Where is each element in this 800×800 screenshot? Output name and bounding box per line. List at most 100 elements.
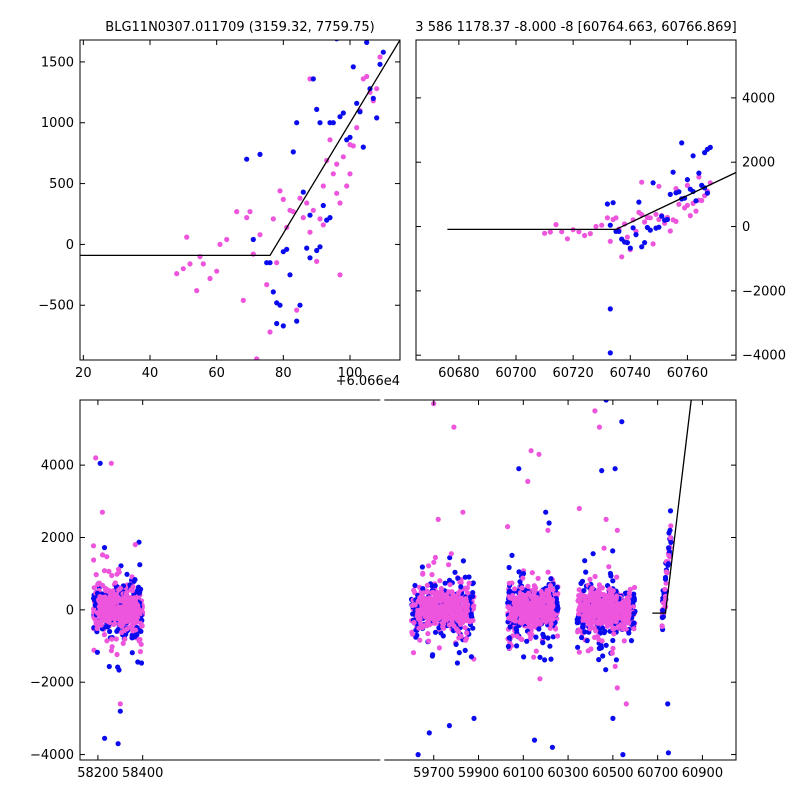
data-point-magenta (106, 568, 112, 575)
data-point-magenta (533, 648, 539, 654)
data-point-magenta (609, 596, 616, 602)
x-tick-label: 60740 (610, 366, 651, 381)
data-point-blue (453, 641, 459, 648)
data-point-magenta (528, 448, 534, 454)
data-point-magenta (317, 216, 323, 222)
data-point-blue (136, 539, 142, 545)
data-point-magenta (601, 545, 607, 551)
data-point-magenta (588, 624, 594, 630)
data-point-blue (514, 643, 520, 649)
data-point-blue (115, 627, 121, 633)
data-point-blue (458, 584, 464, 590)
data-point-magenta (607, 586, 613, 592)
data-point-magenta (548, 621, 554, 627)
data-point-magenta (623, 701, 629, 707)
data-point-magenta (545, 607, 551, 613)
data-point-magenta (437, 578, 443, 584)
data-point-magenta (421, 599, 427, 605)
data-point-blue (612, 466, 618, 472)
data-point-magenta (115, 595, 122, 601)
data-point-blue (466, 574, 472, 580)
data-point-magenta (593, 223, 599, 230)
data-point-magenta (409, 602, 415, 609)
data-point-blue (274, 320, 280, 327)
data-point-blue (135, 584, 142, 590)
data-point-magenta (699, 197, 705, 204)
data-point-magenta (91, 585, 97, 591)
data-point-magenta (606, 606, 612, 612)
data-point-magenta (377, 54, 383, 60)
data-point-blue (607, 306, 613, 312)
data-point-magenta (99, 582, 106, 589)
data-point-blue (470, 625, 476, 631)
y-tick-label: −2000 (742, 284, 786, 299)
data-point-blue (667, 191, 673, 197)
data-point-blue (584, 638, 590, 644)
data-point-magenta (589, 614, 595, 620)
data-point-magenta (427, 622, 433, 628)
data-point-blue (542, 657, 548, 663)
data-point-blue (452, 569, 458, 575)
data-point-blue (470, 590, 476, 596)
data-point-magenta (217, 241, 223, 247)
data-point-blue (314, 106, 320, 112)
data-point-magenta (535, 575, 541, 582)
data-point-blue (516, 569, 522, 575)
data-point-blue (619, 419, 625, 425)
data-point-magenta (106, 619, 112, 625)
data-point-blue (280, 323, 286, 329)
plot-area (80, 40, 400, 360)
data-point-magenta (596, 424, 603, 430)
data-point-magenta (603, 516, 609, 523)
data-point-blue (554, 584, 560, 591)
data-point-magenta (547, 615, 553, 621)
x-tick-label: 60760 (667, 366, 708, 381)
data-point-magenta (410, 650, 417, 656)
data-point-blue (135, 659, 141, 665)
data-point-magenta (453, 626, 460, 632)
data-point-blue (432, 583, 438, 589)
data-point-magenta (120, 617, 126, 624)
data-point-magenta (684, 202, 691, 208)
data-point-blue (631, 610, 637, 617)
data-point-magenta (101, 632, 107, 638)
data-point-magenta (528, 594, 534, 600)
data-point-blue (327, 215, 333, 221)
x-tick-label: 60 (208, 366, 225, 381)
data-point-magenta (517, 635, 524, 642)
x-tick-label: 20 (75, 366, 92, 381)
data-point-magenta (618, 622, 624, 628)
data-point-magenta (110, 601, 116, 607)
data-point-magenta (97, 607, 103, 613)
data-point-blue (340, 110, 346, 116)
data-point-blue (642, 240, 648, 246)
data-point-magenta (350, 143, 356, 149)
data-point-magenta (415, 613, 421, 619)
data-point-magenta (129, 588, 135, 594)
data-point-blue (460, 558, 466, 564)
x-tick-label: 59700 (413, 766, 454, 781)
zoom-panel-left-x-offset: +6.066e4 (336, 374, 400, 389)
data-point-magenta (659, 623, 665, 629)
data-point-blue (124, 571, 130, 577)
data-point-magenta (582, 232, 588, 239)
data-point-blue (468, 654, 474, 660)
data-point-blue (704, 146, 711, 152)
x-tick-label: 60700 (495, 366, 536, 381)
data-point-blue (631, 620, 637, 626)
data-point-magenta (424, 589, 430, 595)
data-point-magenta (111, 621, 117, 628)
data-point-magenta (93, 572, 99, 578)
data-point-blue (350, 64, 356, 70)
data-point-blue (582, 558, 588, 564)
data-point-magenta (427, 596, 433, 602)
axis-break (380, 758, 385, 763)
data-point-magenta (518, 613, 525, 620)
data-point-magenta (626, 614, 632, 620)
data-point-blue (462, 647, 468, 654)
data-point-blue (516, 466, 522, 472)
data-point-magenta (90, 543, 97, 549)
data-point-blue (507, 588, 513, 594)
data-point-magenta (347, 171, 353, 177)
data-point-blue (117, 708, 123, 714)
